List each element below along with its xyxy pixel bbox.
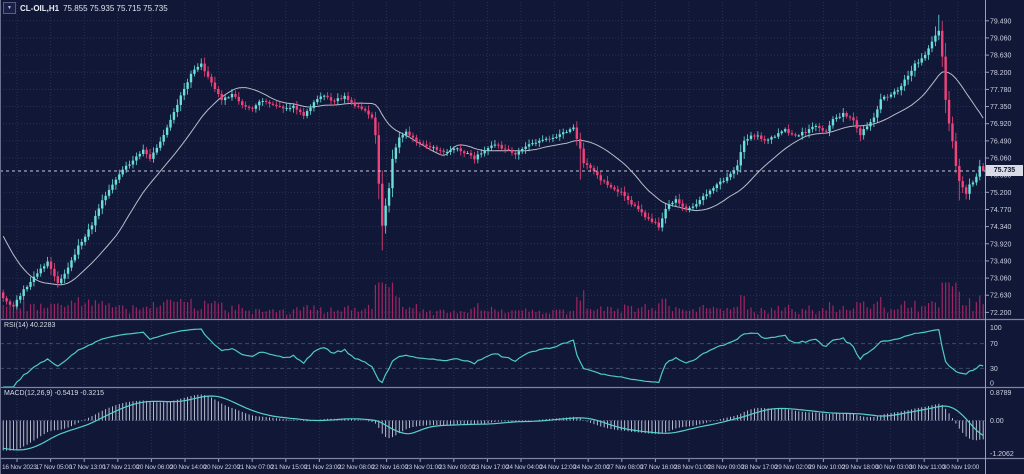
macd-axis-label: 0.00: [990, 418, 1004, 425]
rsi-line: [3, 328, 984, 388]
price-axis-label: 73.490: [990, 258, 1012, 265]
price-axis-label: 73.920: [990, 241, 1012, 248]
macd-label: MACD(12,26,9) -0.5419 -0.3215: [4, 390, 104, 397]
ma-line: [2, 71, 984, 286]
time-axis-label: 30 Nov 11:00: [909, 464, 945, 471]
time-axis-label: 24 Nov 20:00: [573, 464, 610, 471]
macd-axis[interactable]: 0.8789 0.00 -1.2062: [990, 390, 1014, 458]
candles-layer: [2, 14, 985, 310]
rsi-levels: [0, 343, 985, 369]
time-axis-label: 28 Nov 01:00: [674, 464, 711, 471]
symbol-timeframe: CL-OIL,H1: [20, 3, 60, 13]
time-axis-label: 28 Nov 17:00: [741, 464, 778, 471]
price-axis-label: 76.060: [990, 156, 1012, 163]
rsi-label: RSI(14) 40.2283: [4, 322, 56, 329]
time-axis-label: 17 Nov 05:00: [36, 464, 73, 471]
time-axis-label: 29 Nov 18:00: [842, 464, 879, 471]
price-axis-label: 77.780: [990, 87, 1012, 94]
price-axis-label: 74.770: [990, 207, 1012, 214]
time-axis-label: 24 Nov 04:00: [506, 464, 543, 471]
time-axis-label: 29 Nov 02:00: [775, 464, 812, 471]
current-price-tag: 75.735: [986, 165, 1023, 176]
time-axis-label: 27 Nov 08:00: [607, 464, 644, 471]
time-axis-label: 22 Nov 16:00: [372, 464, 409, 471]
time-axis-label: 23 Nov 01:00: [405, 464, 442, 471]
macd-axis-label: 0.8789: [990, 390, 1012, 397]
rsi-axis-label: 0: [990, 381, 994, 388]
price-axis-label: 73.060: [990, 276, 1012, 283]
grid-layer: [0, 2, 985, 457]
price-axis-label: 75.630: [990, 173, 1012, 180]
ohlc-readout: 75.855 75.935 75.715 75.735: [63, 3, 168, 13]
price-axis[interactable]: 79.490 79.060 78.630 78.200 77.780 77.350 76.9…: [985, 18, 1012, 317]
macd-axis-label: -1.2062: [990, 451, 1014, 458]
price-axis-label: 76.920: [990, 121, 1012, 128]
time-axis-label: 23 Nov 17:00: [472, 464, 509, 471]
price-axis-label: 76.490: [990, 138, 1012, 145]
rsi-axis-label: 100: [990, 325, 1002, 332]
time-axis-label: 23 Nov 09:00: [439, 464, 476, 471]
time-axis-label: 17 Nov 21:00: [103, 464, 140, 471]
price-axis-label: 79.060: [990, 35, 1012, 42]
time-axis-label: 22 Nov 08:00: [338, 464, 375, 471]
price-axis-label: 77.350: [990, 104, 1012, 111]
time-axis-label: 29 Nov 10:00: [808, 464, 845, 471]
price-axis-label: 72.630: [990, 293, 1012, 300]
time-axis-label: 27 Nov 16:00: [640, 464, 677, 471]
price-axis-label: 72.200: [990, 310, 1012, 317]
time-axis-label: 21 Nov 23:00: [304, 464, 341, 471]
volume-layer: [2, 282, 984, 319]
time-axis-label: 21 Nov 15:00: [271, 464, 308, 471]
time-axis-label: 21 Nov 07:00: [237, 464, 274, 471]
time-axis-label: 20 Nov 22:00: [204, 464, 241, 471]
time-axis-label: 24 Nov 12:00: [540, 464, 577, 471]
price-axis-label: 78.200: [990, 70, 1012, 77]
time-axis-label: 30 Nov 19:00: [943, 464, 980, 471]
time-axis-label: 16 Nov 2023: [2, 464, 37, 471]
price-axis-label: 79.490: [990, 18, 1012, 25]
macd-signal-line: [3, 395, 984, 451]
chart-title: ▼ CL-OIL,H1 75.855 75.935 75.715 75.735: [3, 2, 168, 14]
rsi-axis-label: 30: [990, 366, 998, 373]
time-axis-label: 28 Nov 09:00: [708, 464, 745, 471]
price-axis-label: 74.340: [990, 224, 1012, 231]
rsi-axis[interactable]: 100 70 30 0: [990, 325, 1002, 388]
time-axis-label: 30 Nov 03:00: [876, 464, 913, 471]
rsi-axis-label: 70: [990, 341, 998, 348]
symbol-dropdown-icon[interactable]: ▼: [3, 2, 16, 14]
price-axis-label: 75.200: [990, 190, 1012, 197]
time-axis-label: 17 Nov 13:00: [69, 464, 106, 471]
time-axis-label: 20 Nov 14:00: [170, 464, 207, 471]
macd-histogram: [2, 394, 984, 451]
price-axis-label: 78.630: [990, 53, 1012, 60]
time-axis-label: 20 Nov 06:00: [136, 464, 173, 471]
